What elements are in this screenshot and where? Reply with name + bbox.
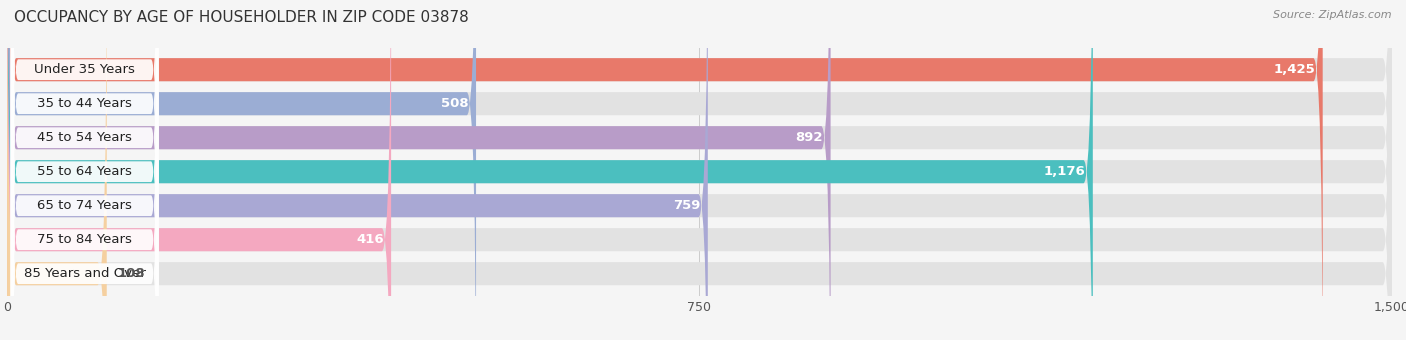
Text: 55 to 64 Years: 55 to 64 Years (37, 165, 132, 178)
FancyBboxPatch shape (11, 0, 159, 340)
Text: 45 to 54 Years: 45 to 54 Years (37, 131, 132, 144)
FancyBboxPatch shape (7, 0, 1323, 340)
Text: 416: 416 (356, 233, 384, 246)
Text: 1,176: 1,176 (1043, 165, 1085, 178)
Text: 35 to 44 Years: 35 to 44 Years (37, 97, 132, 110)
FancyBboxPatch shape (7, 0, 107, 340)
FancyBboxPatch shape (7, 0, 1392, 340)
FancyBboxPatch shape (7, 0, 477, 340)
Text: 759: 759 (673, 199, 700, 212)
FancyBboxPatch shape (11, 0, 159, 340)
FancyBboxPatch shape (7, 0, 1392, 340)
FancyBboxPatch shape (7, 0, 707, 340)
FancyBboxPatch shape (7, 0, 1392, 340)
Text: 75 to 84 Years: 75 to 84 Years (37, 233, 132, 246)
Text: 508: 508 (441, 97, 468, 110)
Text: 65 to 74 Years: 65 to 74 Years (37, 199, 132, 212)
FancyBboxPatch shape (7, 0, 1392, 340)
FancyBboxPatch shape (7, 0, 1392, 340)
Text: Source: ZipAtlas.com: Source: ZipAtlas.com (1274, 10, 1392, 20)
FancyBboxPatch shape (7, 0, 1392, 340)
Text: 892: 892 (796, 131, 823, 144)
FancyBboxPatch shape (11, 0, 159, 331)
FancyBboxPatch shape (7, 0, 1392, 340)
Text: 1,425: 1,425 (1274, 63, 1315, 76)
Text: Under 35 Years: Under 35 Years (34, 63, 135, 76)
Text: OCCUPANCY BY AGE OF HOUSEHOLDER IN ZIP CODE 03878: OCCUPANCY BY AGE OF HOUSEHOLDER IN ZIP C… (14, 10, 468, 25)
FancyBboxPatch shape (7, 0, 1092, 340)
FancyBboxPatch shape (7, 0, 391, 340)
FancyBboxPatch shape (11, 0, 159, 340)
FancyBboxPatch shape (11, 12, 159, 340)
FancyBboxPatch shape (11, 0, 159, 340)
FancyBboxPatch shape (7, 0, 831, 340)
Text: 108: 108 (118, 267, 145, 280)
FancyBboxPatch shape (11, 0, 159, 340)
Text: 85 Years and Over: 85 Years and Over (24, 267, 146, 280)
